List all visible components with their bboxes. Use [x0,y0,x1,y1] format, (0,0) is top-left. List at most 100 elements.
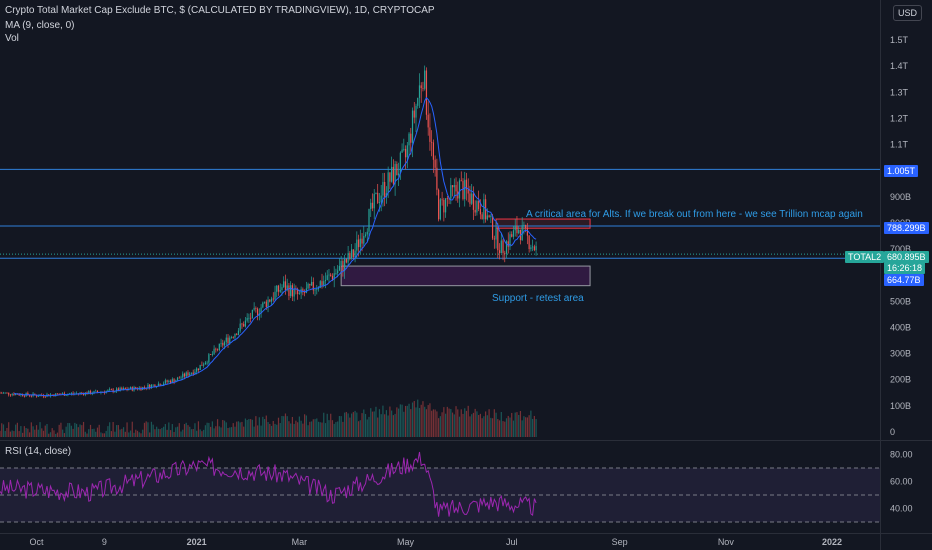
volume-bar [300,420,302,437]
volume-bar [142,429,144,437]
candle-body [389,172,391,182]
candle-body [159,383,161,386]
volume-bar [415,407,417,437]
volume-bar [236,421,238,437]
candle-body [183,373,186,377]
candle-body [204,362,206,365]
volume-bar [281,415,283,437]
candle-body [446,198,448,200]
candle-body [230,336,233,338]
candle-body [154,384,156,387]
volume-bar [410,409,412,437]
volume-bar [316,418,318,437]
candle-body [129,387,132,390]
volume-bar [93,428,95,437]
last-price-tag: 680.895B [884,251,929,263]
volume-bar [227,427,229,437]
volume-bar [448,408,450,437]
candle-body [176,377,179,381]
volume-bar [135,429,137,437]
candle-body [110,389,112,391]
x-tick-label: 2022 [822,537,842,547]
volume-bar [234,426,236,437]
volume-bar [116,425,118,437]
volume-bar [399,404,401,437]
candle-body [284,281,287,291]
y-tick-label: 0 [890,427,895,437]
volume-bar [114,431,116,437]
volume-bar [394,413,396,437]
candle-body [0,392,1,394]
currency-button[interactable]: USD [893,5,922,21]
candle-body [255,308,257,309]
volume-bar [305,415,307,437]
volume-bar [13,431,15,437]
volume-bar [4,430,6,437]
volume-bar [143,422,146,437]
candle-body [150,384,153,389]
volume-bar [107,426,109,437]
volume-bar [270,425,273,437]
volume-bar [20,426,22,437]
candle-body [455,185,457,192]
volume-bar [166,429,168,437]
candle-body [116,388,118,392]
volume-bar [121,428,123,437]
candle-body [236,333,238,335]
candle-body [147,384,149,389]
volume-bar [387,415,389,437]
volume-bar [427,405,429,437]
candle-body [309,283,311,286]
volume-bar [467,405,469,437]
volume-bar [472,412,475,437]
volume-bar [364,413,367,437]
volume-bar [314,419,316,437]
volume-bar [453,414,455,437]
volume-bar [331,420,334,437]
candle-body [263,301,266,303]
candle-body [276,285,278,292]
volume-bar [175,427,177,437]
candle-body [371,202,374,209]
candle-body [403,148,405,150]
candle-body [401,149,403,153]
volume-bar [460,409,462,437]
volume-bar [180,431,182,437]
candle-body [441,199,443,201]
volume-bar [257,425,259,437]
y-tick-label: 900B [890,192,911,202]
candle-body [213,348,215,355]
candle-body [516,225,518,234]
candle-body [286,285,288,291]
candle-body [13,393,15,396]
candle-body [175,380,177,383]
candle-body [270,298,273,302]
candle-body [288,285,290,296]
volume-bar [404,405,407,437]
candle-body [391,166,393,182]
candle-body [239,323,241,331]
volume-bar [291,416,294,437]
candle-body [253,308,255,310]
candle-body [417,97,419,106]
candle-body [424,70,426,89]
volume-bar [194,423,196,437]
volume-bar [185,422,187,437]
volume-bar [342,421,344,437]
volume-bar [441,412,443,437]
volume-bar [96,427,99,437]
volume-bar [100,432,102,437]
volume-bar [502,421,504,437]
volume-bar [324,423,327,437]
volume-bar [462,413,464,437]
volume-bar [505,418,508,437]
volume-bar [406,405,408,437]
candle-body [488,215,490,218]
volume-bar [255,416,257,437]
volume-bar [373,411,375,437]
y-tick-label: 1.1T [890,140,909,150]
candle-body [298,293,300,295]
volume-bar [189,426,191,437]
y-tick-label: 1.2T [890,113,909,123]
candle-body [321,281,323,286]
